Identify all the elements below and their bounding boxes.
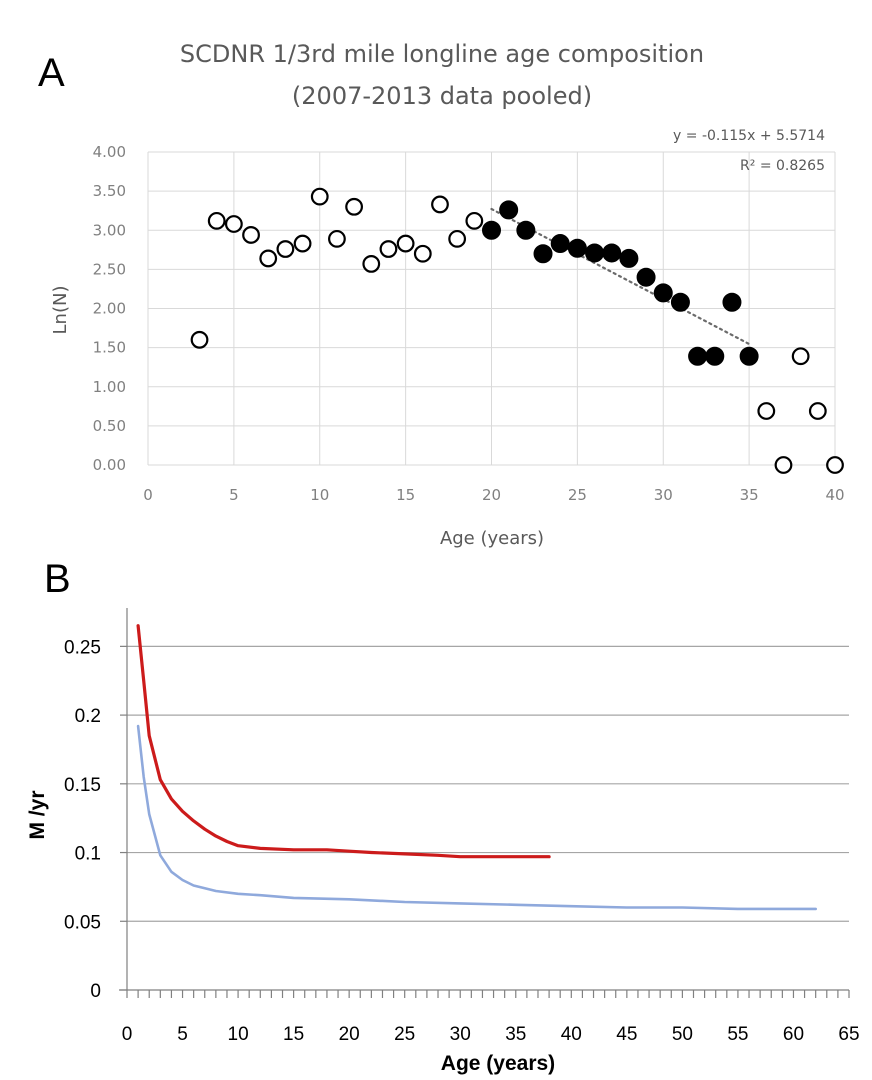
filled-data-point: [499, 200, 519, 220]
filled-data-point: [722, 292, 742, 312]
filled-data-point: [705, 346, 725, 366]
open-data-point: [465, 211, 484, 230]
panel-a-x-tick-label: 5: [229, 486, 239, 504]
open-data-point: [808, 402, 827, 420]
open-data-point: [774, 456, 793, 474]
panel-b-y-axis-label: M /yr: [26, 790, 49, 839]
panel-b-x-tick-label: 25: [394, 1024, 415, 1045]
panel-a-chart: A SCDNR 1/3rd mile longline age composit…: [38, 40, 845, 549]
open-data-point: [396, 234, 415, 253]
panel-b-x-tick-label: 60: [783, 1024, 804, 1045]
filled-data-point: [533, 244, 553, 264]
panel-b-y-tick-label: 0.1: [75, 844, 101, 865]
panel-a-data-points: [190, 187, 844, 474]
blue-series-line: [136, 724, 817, 911]
filled-data-point: [550, 234, 570, 254]
open-data-point: [757, 402, 776, 420]
open-data-point: [791, 347, 810, 366]
panel-b-x-tick-label: 55: [727, 1024, 748, 1045]
panel-a-y-tick-label: 2.50: [93, 260, 126, 278]
panel-b-y-tick-label: 0.2: [75, 706, 101, 727]
panel-b-series-lines: [136, 624, 817, 911]
filled-data-point: [602, 243, 622, 263]
open-data-point: [413, 244, 432, 263]
filled-data-point: [653, 283, 673, 303]
panel-b-x-tick-label: 0: [122, 1024, 133, 1045]
open-data-point: [362, 254, 381, 273]
panel-a-y-tick-labels: 0.00 0.50 1.00 1.50 2.00 2.50 3.00 3.50 4.00: [93, 143, 126, 474]
panel-a-x-axis-label: Age (years): [440, 528, 544, 549]
filled-data-point: [585, 243, 605, 263]
panel-a-r-squared: R² = 0.8265: [740, 158, 825, 174]
open-data-point: [328, 229, 346, 248]
filled-data-point: [516, 220, 536, 240]
open-data-point: [259, 249, 278, 268]
panel-b-chart: B 0 0.05 0.1 0.15 0.2 0.25 0 5 10 15 20 25 30 35 40 45…: [26, 557, 860, 1075]
panel-b-x-tick-label: 5: [177, 1024, 188, 1045]
panel-a-y-tick-label: 1.00: [93, 378, 126, 396]
open-data-point: [448, 229, 467, 248]
filled-data-point: [482, 220, 501, 240]
panel-a-label: A: [38, 51, 65, 95]
panel-a-x-tick-label: 20: [482, 486, 501, 504]
filled-data-point: [739, 346, 759, 366]
panel-b-y-tick-label: 0.25: [64, 637, 101, 658]
open-data-point: [242, 226, 260, 244]
panel-b-y-tick-label: 0: [90, 981, 101, 1002]
panel-a-x-tick-label: 0: [143, 486, 153, 504]
panel-b-label: B: [44, 557, 71, 601]
panel-a-y-axis-label: Ln(N): [50, 286, 71, 335]
filled-data-point: [619, 248, 639, 268]
panel-a-x-tick-label: 30: [654, 486, 673, 504]
panel-a-y-tick-label: 3.50: [93, 182, 126, 200]
panel-b-gridlines: [127, 645, 849, 922]
panel-b-x-tick-label: 10: [228, 1024, 249, 1045]
open-data-point: [431, 195, 449, 214]
open-data-point: [826, 456, 844, 474]
panel-b-x-tick-label: 20: [339, 1024, 360, 1045]
panel-b-x-tick-label: 65: [838, 1024, 859, 1045]
filled-data-point: [636, 267, 656, 287]
panel-a-trend-equation: y = -0.115x + 5.5714: [673, 128, 825, 144]
open-data-point: [276, 240, 295, 258]
panel-a-y-tick-label: 3.00: [93, 221, 126, 239]
panel-a-x-tick-label: 40: [825, 486, 844, 504]
panel-b-y-tick-label: 0.15: [64, 775, 101, 796]
open-data-point: [224, 215, 243, 233]
panel-b-x-tick-labels: 0 5 10 15 20 25 30 35 40 45 50 55 60 65: [122, 1024, 860, 1045]
filled-data-point: [688, 346, 708, 366]
open-data-point: [207, 211, 226, 230]
panel-b-y-tick-labels: 0 0.05 0.1 0.15 0.2 0.25: [64, 637, 101, 1002]
panel-a-title: SCDNR 1/3rd mile longline age compositio…: [180, 40, 704, 68]
open-data-point: [310, 187, 329, 206]
panel-a-x-tick-label: 10: [310, 486, 329, 504]
panel-a-x-tick-label: 15: [396, 486, 415, 504]
filled-data-point: [670, 292, 690, 312]
open-data-point: [190, 330, 209, 349]
panel-b-x-tick-label: 30: [450, 1024, 471, 1045]
open-data-point: [293, 234, 312, 253]
panel-a-subtitle: (2007-2013 data pooled): [292, 82, 592, 110]
red-series-line: [136, 624, 551, 859]
panel-b-x-axis-label: Age (years): [441, 1052, 555, 1075]
panel-a-x-tick-label: 25: [568, 486, 587, 504]
open-data-point: [345, 197, 364, 216]
panel-b-x-tick-label: 40: [561, 1024, 582, 1045]
panel-b-axes: [119, 608, 850, 998]
panel-a-x-tick-label: 35: [740, 486, 759, 504]
panel-a-x-tick-labels: 0 5 10 15 20 25 30 35 40: [143, 486, 844, 504]
panel-a-y-tick-label: 0.00: [93, 456, 126, 474]
panel-b-x-tick-label: 15: [283, 1024, 304, 1045]
filled-data-point: [567, 238, 587, 258]
panel-b-x-tick-label: 35: [505, 1024, 526, 1045]
panel-a-y-tick-label: 4.00: [93, 143, 126, 161]
panel-b-x-tick-label: 45: [616, 1024, 637, 1045]
open-data-point: [379, 240, 398, 258]
panel-a-y-tick-label: 2.00: [93, 300, 126, 318]
panel-a-y-tick-label: 0.50: [93, 417, 126, 435]
panel-b-x-tick-label: 50: [672, 1024, 693, 1045]
panel-a-y-tick-label: 1.50: [93, 339, 126, 357]
panel-b-y-tick-label: 0.05: [64, 912, 101, 933]
